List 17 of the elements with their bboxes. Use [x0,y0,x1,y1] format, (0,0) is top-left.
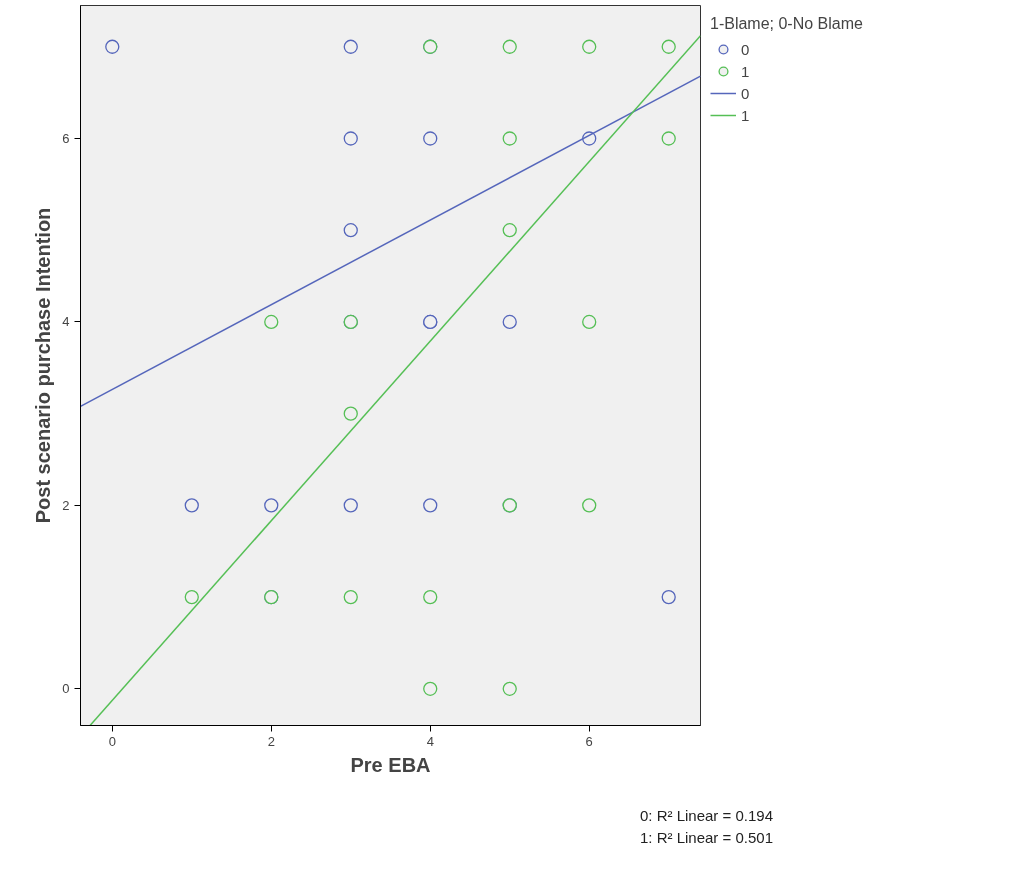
y-axis-title: Post scenario purchase Intention [32,207,55,524]
legend-title: 1-Blame; 0-No Blame [710,15,863,33]
x-tick-label: 4 [426,733,434,749]
x-tick-label: 2 [267,733,275,749]
legend-label: 0 [741,83,751,104]
x-tick-label: 6 [585,733,593,749]
y-tick-label: 4 [62,314,70,330]
x-axis-title: Pre EBA [350,753,431,776]
y-tick-label: 2 [62,497,70,513]
y-tick-label: 6 [62,130,70,146]
text: 0: R² Linear = 0.194 [640,807,774,824]
y-tick-label: 0 [62,681,70,697]
legend-label: 1 [741,61,751,82]
legend-label: 1 [741,105,751,126]
legend-label: 0 [741,39,751,60]
x-tick-label: 0 [108,733,116,749]
text: 1: R² Linear = 0.501 [640,829,774,846]
